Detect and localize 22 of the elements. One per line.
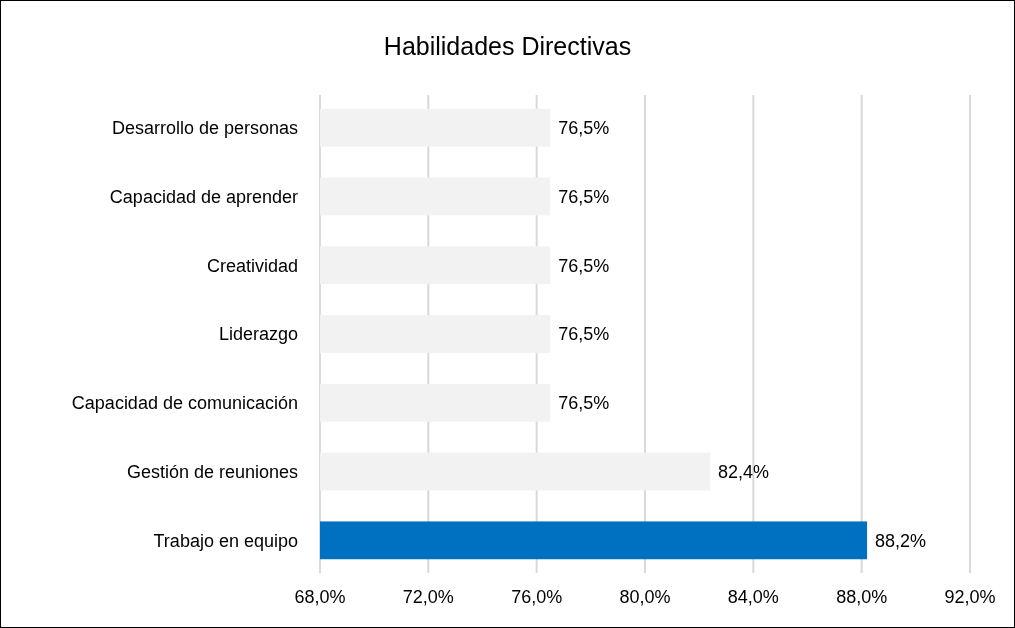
- y-tick-label: Gestión de reuniones: [126, 461, 298, 482]
- data-label: 88,2%: [875, 530, 927, 551]
- x-tick-label: 84,0%: [727, 587, 779, 607]
- data-label: 76,5%: [558, 324, 610, 345]
- data-label: 76,5%: [558, 255, 610, 276]
- x-tick-label: 76,0%: [511, 587, 563, 607]
- x-tick-label: 68,0%: [294, 587, 346, 607]
- data-label: 76,5%: [558, 393, 610, 414]
- y-tick-label: Liderazgo: [218, 324, 298, 345]
- x-tick-label: 92,0%: [944, 587, 996, 607]
- y-tick-label: Trabajo en equipo: [153, 530, 298, 551]
- chart-title: Habilidades Directivas: [383, 32, 632, 60]
- x-tick-label: 80,0%: [619, 587, 671, 607]
- y-tick-label: Capacidad de comunicación: [71, 393, 298, 414]
- y-tick-label: Creatividad: [206, 255, 298, 276]
- x-tick-label: 72,0%: [402, 587, 454, 607]
- x-tick-label: 88,0%: [836, 587, 888, 607]
- data-label: 76,5%: [558, 186, 610, 207]
- data-label: 76,5%: [558, 117, 610, 138]
- y-tick-label: Desarrollo de personas: [111, 117, 298, 138]
- data-label: 82,4%: [718, 461, 770, 482]
- y-tick-label: Capacidad de aprender: [109, 186, 298, 207]
